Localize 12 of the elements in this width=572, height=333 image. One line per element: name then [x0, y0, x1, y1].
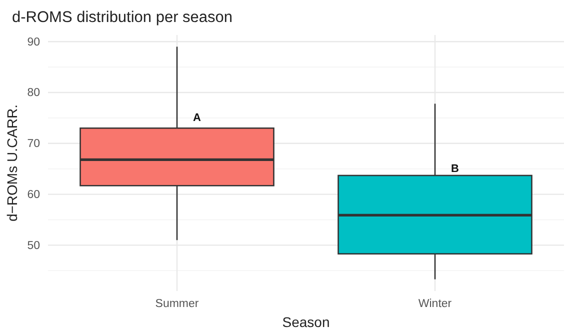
y-tick-label: 50: [27, 240, 40, 252]
x-axis-title: Season: [282, 314, 330, 330]
x-tick-label: Summer: [155, 298, 199, 310]
y-tick-label: 60: [27, 188, 40, 201]
y-tick-label: 90: [27, 36, 40, 48]
annotation: A: [193, 112, 202, 124]
annotation: B: [451, 162, 460, 175]
y-tick-label: 80: [27, 87, 40, 100]
x-tick-label: Winter: [418, 298, 452, 310]
y-tick-label: 70: [27, 138, 40, 150]
y-axis-title: d−ROMs U.CARR.: [4, 104, 20, 222]
chart-title: d-ROMS distribution per season: [12, 9, 233, 26]
